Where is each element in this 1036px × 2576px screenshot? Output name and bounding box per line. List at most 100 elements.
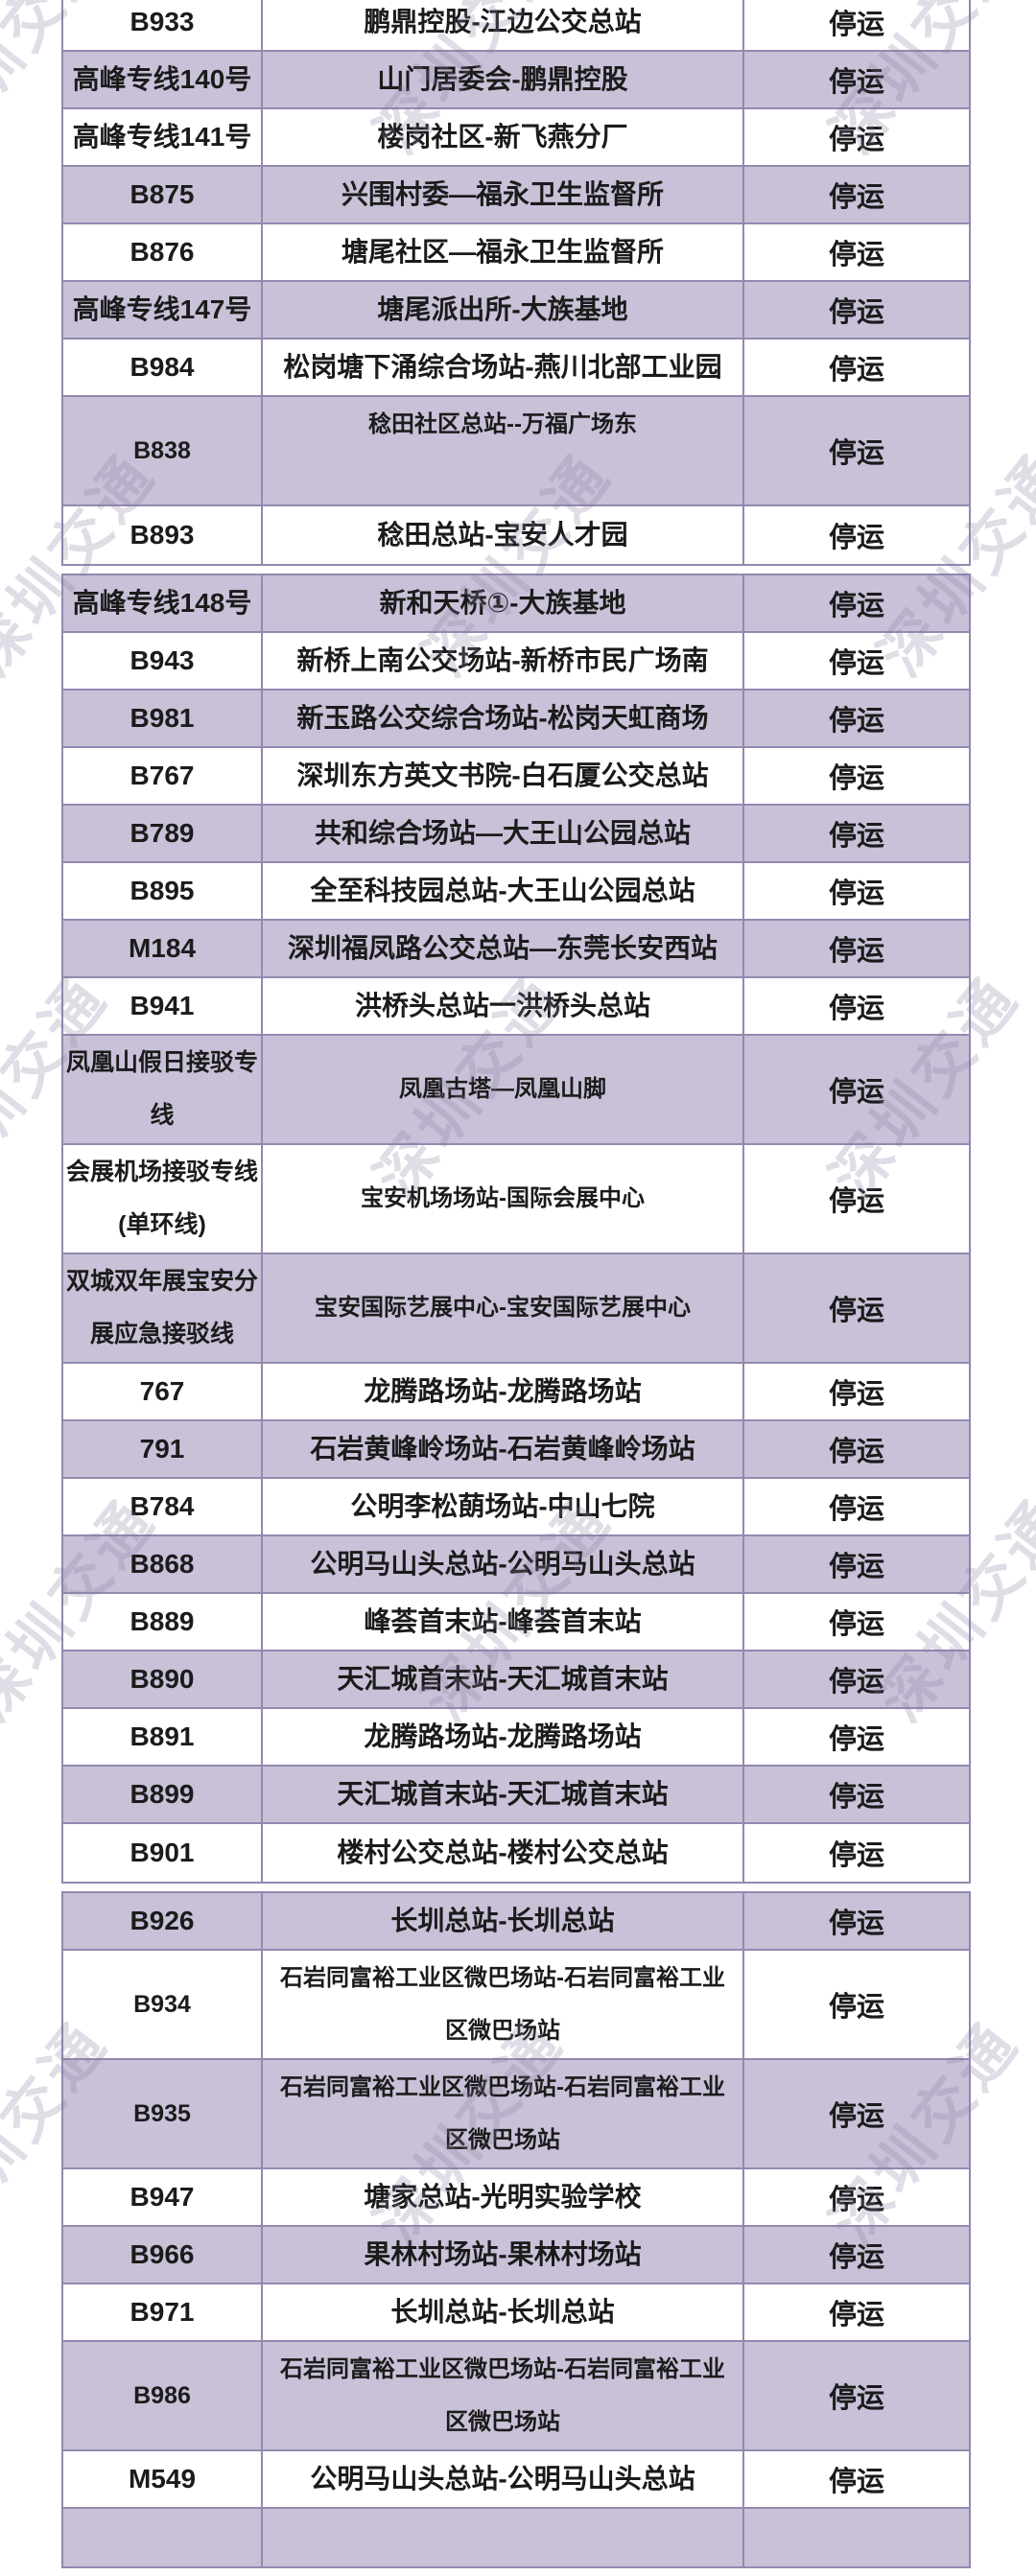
table-row: B926 长圳总站-长圳总站 停运	[63, 1893, 969, 1951]
status-cell: 停运	[828, 1077, 884, 1108]
table-row: B934 石岩同富裕工业区微巴场站-石岩同富裕工业 区微巴场站 停运	[63, 1951, 969, 2060]
route-number-cell: B890	[63, 1651, 263, 1707]
table-row: 高峰专线141号 楼岗社区-新飞燕分厂 停运	[63, 109, 969, 167]
status-cell: 停运	[828, 2383, 884, 2414]
table-row: 凤凰山假日接驳专 线凤凰古塔—凤凰山脚 停运	[63, 1036, 969, 1145]
status-cell: 停运	[828, 240, 884, 270]
route-number-cell: B971	[63, 2284, 263, 2340]
status-cell: 停运	[828, 1667, 884, 1698]
route-description-cell: 楼村公交总站-楼村公交总站	[263, 1824, 744, 1882]
route-description-cell: 天汇城首末站-天汇城首末站	[263, 1651, 744, 1707]
status-cell: 停运	[828, 1992, 884, 2023]
route-number-cell: B981	[63, 691, 263, 746]
table-row: B986 石岩同富裕工业区微巴场站-石岩同富裕工业 区微巴场站 停运	[63, 2342, 969, 2451]
table-row: B947 塘家总站-光明实验学校 停运	[63, 2169, 969, 2227]
route-description-cell: 公明李松蓢场站-中山七院	[263, 1479, 744, 1534]
route-number-cell: B943	[63, 633, 263, 689]
status-cell: 停运	[828, 10, 884, 40]
status-cell: 停运	[828, 1609, 884, 1640]
route-description-cell: 峰荟首末站-峰荟首末站	[263, 1594, 744, 1650]
status-cell: 停运	[828, 936, 884, 967]
route-number-cell: B875	[63, 167, 263, 222]
table-row: B789 共和综合场站—大王山公园总站 停运	[63, 806, 969, 863]
route-number-cell: B934	[63, 1951, 263, 2058]
status-cell: 停运	[828, 2185, 884, 2215]
route-number-cell: B891	[63, 1709, 263, 1765]
route-number-cell: 高峰专线141号	[63, 109, 263, 165]
route-number-cell: B941	[63, 978, 263, 1034]
status-cell: 停运	[828, 1379, 884, 1410]
route-number-cell: B789	[63, 806, 263, 861]
status-cell: 停运	[828, 523, 884, 553]
route-description-cell: 新玉路公交综合场站-松岗天虹商场	[263, 691, 744, 746]
table-row: B981 新玉路公交综合场站-松岗天虹商场 停运	[63, 691, 969, 748]
table-row: M549 公明马山头总站-公明马山头总站 停运	[63, 2451, 969, 2509]
status-cell: 停运	[828, 125, 884, 155]
route-number-cell: 767	[63, 1364, 263, 1419]
route-description-cell: 塘尾社区—福永卫生监督所	[263, 224, 744, 280]
route-description-cell: 龙腾路场站-龙腾路场站	[263, 1364, 744, 1419]
route-number-cell: B784	[63, 1479, 263, 1534]
route-number-cell: B935	[63, 2060, 263, 2167]
status-cell: 停运	[828, 438, 884, 469]
route-description-cell: 塘家总站-光明实验学校	[263, 2169, 744, 2225]
table-row	[63, 2509, 969, 2566]
route-number-cell: B966	[63, 2227, 263, 2283]
table-row: B966 果林村场站-果林村场站 停运	[63, 2227, 969, 2284]
route-description-cell: 兴围村委—福永卫生监督所	[263, 167, 744, 222]
table-row: B838 稔田社区总站--万福广场东 停运	[63, 397, 969, 506]
status-cell: 停运	[828, 182, 884, 213]
table-row: B941 洪桥头总站一洪桥头总站 停运	[63, 978, 969, 1036]
status-cell: 停运	[828, 1494, 884, 1525]
route-description-cell: 塘尾派出所-大族基地	[263, 282, 744, 338]
route-number-cell: 凤凰山假日接驳专 线	[63, 1036, 263, 1143]
table-row: B876 塘尾社区—福永卫生监督所 停运	[63, 224, 969, 282]
table-section: B933 鹏鼎控股-江边公交总站 停运 高峰专线140号 山门居委会-鹏鼎控股 停运 高峰专…	[61, 0, 971, 566]
route-description-cell: 石岩同富裕工业区微巴场站-石岩同富裕工业 区微巴场站	[263, 2060, 744, 2167]
table-row: B899 天汇城首末站-天汇城首末站 停运	[63, 1767, 969, 1824]
table-row: B935 石岩同富裕工业区微巴场站-石岩同富裕工业 区微巴场站 停运	[63, 2060, 969, 2169]
route-number-cell: B933	[63, 0, 263, 50]
route-description-cell: 稔田社区总站--万福广场东	[263, 397, 744, 504]
table-row: B893 稔田总站-宝安人才园 停运	[63, 506, 969, 564]
route-number-cell: B899	[63, 1767, 263, 1822]
status-cell: 停运	[828, 1552, 884, 1582]
status-cell: 停运	[828, 763, 884, 794]
route-number-cell: 高峰专线147号	[63, 282, 263, 338]
route-number-cell: B838	[63, 397, 263, 504]
route-description-cell: 石岩同富裕工业区微巴场站-石岩同富裕工业 区微巴场站	[263, 1951, 744, 2058]
table-row: 高峰专线147号 塘尾派出所-大族基地 停运	[63, 282, 969, 340]
route-description-cell: 宝安国际艺展中心-宝安国际艺展中心	[263, 1254, 744, 1362]
status-cell: 停运	[828, 1186, 884, 1217]
table-row: 会展机场接驳专线 (单环线) 宝安机场场站-国际会展中心 停运	[63, 1145, 969, 1254]
route-table-container: B933 鹏鼎控股-江边公交总站 停运 高峰专线140号 山门居委会-鹏鼎控股 停运 高峰专…	[61, 0, 971, 2576]
status-cell: 停运	[828, 67, 884, 98]
table-row: 高峰专线140号 山门居委会-鹏鼎控股 停运	[63, 52, 969, 109]
route-description-cell	[263, 2509, 744, 2566]
route-description-cell: 新和天桥①-大族基地	[263, 575, 744, 631]
table-row: 高峰专线148号 新和天桥①-大族基地 停运	[63, 575, 969, 633]
status-cell: 停运	[828, 706, 884, 737]
table-row: B868 公明马山头总站-公明马山头总站 停运	[63, 1536, 969, 1594]
table-row: B943 新桥上南公交场站-新桥市民广场南 停运	[63, 633, 969, 691]
table-row: B933 鹏鼎控股-江边公交总站 停运	[63, 0, 969, 52]
route-description-cell: 公明马山头总站-公明马山头总站	[263, 1536, 744, 1592]
table-row: 767 龙腾路场站-龙腾路场站 停运	[63, 1364, 969, 1421]
route-description-cell: 天汇城首末站-天汇城首末站	[263, 1767, 744, 1822]
status-cell: 停运	[828, 1724, 884, 1755]
status-cell: 停运	[828, 297, 884, 328]
status-cell: 停运	[828, 2101, 884, 2132]
table-row: 双城双年展宝安分 展应急接驳线 宝安国际艺展中心-宝安国际艺展中心 停运	[63, 1254, 969, 1364]
status-cell: 停运	[828, 2467, 884, 2497]
route-description-cell: 果林村场站-果林村场站	[263, 2227, 744, 2283]
route-number-cell: B876	[63, 224, 263, 280]
status-cell: 停运	[828, 1840, 884, 1871]
table-row: B784 公明李松蓢场站-中山七院 停运	[63, 1479, 969, 1536]
route-description-cell: 鹏鼎控股-江边公交总站	[263, 0, 744, 50]
status-cell: 停运	[828, 1437, 884, 1467]
table-row: B767 深圳东方英文书院-白石厦公交总站 停运	[63, 748, 969, 806]
status-cell: 停运	[828, 2300, 884, 2330]
route-description-cell: 松岗塘下涌综合场站-燕川北部工业园	[263, 340, 744, 395]
route-number-cell: B986	[63, 2342, 263, 2449]
route-number-cell: B901	[63, 1824, 263, 1882]
